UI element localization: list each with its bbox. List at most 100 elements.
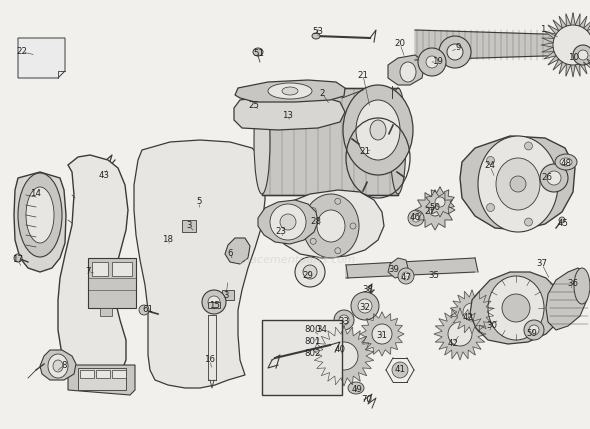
Ellipse shape: [310, 238, 316, 244]
Text: 21: 21: [358, 70, 369, 79]
Ellipse shape: [574, 268, 590, 304]
Ellipse shape: [53, 360, 63, 372]
Text: 8: 8: [61, 360, 67, 369]
Text: 18: 18: [162, 236, 173, 245]
Text: 22: 22: [17, 48, 28, 57]
Polygon shape: [18, 38, 65, 78]
Text: 43: 43: [99, 170, 110, 179]
Polygon shape: [346, 258, 478, 278]
Bar: [222, 290, 234, 300]
Polygon shape: [388, 258, 408, 278]
Ellipse shape: [400, 62, 416, 82]
Ellipse shape: [398, 268, 414, 284]
Text: 802: 802: [305, 348, 321, 357]
Polygon shape: [450, 290, 494, 334]
Ellipse shape: [18, 173, 62, 257]
Polygon shape: [68, 365, 135, 395]
Bar: [112, 262, 132, 276]
Ellipse shape: [303, 265, 317, 279]
Ellipse shape: [426, 56, 438, 68]
Text: 801: 801: [305, 338, 321, 347]
Text: 41: 41: [395, 366, 405, 375]
Ellipse shape: [408, 210, 424, 226]
Ellipse shape: [390, 88, 406, 194]
Ellipse shape: [392, 362, 408, 378]
Ellipse shape: [317, 210, 345, 242]
Polygon shape: [134, 140, 265, 388]
Bar: [182, 220, 196, 232]
Ellipse shape: [447, 44, 463, 60]
Ellipse shape: [435, 197, 445, 207]
Text: 35: 35: [428, 271, 440, 280]
Ellipse shape: [478, 136, 558, 232]
Polygon shape: [415, 190, 455, 230]
Bar: [92, 262, 108, 276]
Text: 15: 15: [209, 300, 221, 309]
Text: 37: 37: [536, 260, 548, 269]
Ellipse shape: [253, 48, 263, 56]
Polygon shape: [225, 238, 250, 264]
Ellipse shape: [548, 180, 556, 188]
Ellipse shape: [335, 248, 341, 254]
Ellipse shape: [463, 303, 481, 321]
Text: 36: 36: [568, 280, 579, 288]
Polygon shape: [470, 272, 562, 344]
Text: 3: 3: [223, 291, 229, 300]
Ellipse shape: [448, 322, 472, 346]
Text: 47: 47: [401, 272, 411, 281]
Ellipse shape: [553, 25, 590, 65]
Text: 5: 5: [196, 197, 202, 206]
Text: 42: 42: [463, 312, 474, 321]
Bar: [112, 370, 126, 378]
Text: 48: 48: [560, 158, 572, 167]
Text: 46: 46: [409, 214, 421, 223]
Ellipse shape: [496, 158, 540, 210]
Ellipse shape: [524, 320, 544, 340]
Text: 14: 14: [31, 188, 41, 197]
Bar: [262, 320, 342, 395]
Ellipse shape: [208, 296, 220, 308]
Ellipse shape: [529, 325, 539, 335]
Bar: [208, 302, 220, 308]
Ellipse shape: [312, 33, 320, 39]
Ellipse shape: [488, 276, 544, 340]
Ellipse shape: [429, 204, 441, 216]
Ellipse shape: [356, 100, 400, 160]
Polygon shape: [546, 268, 588, 330]
Ellipse shape: [282, 87, 298, 95]
Polygon shape: [460, 136, 575, 230]
Polygon shape: [314, 326, 373, 386]
Text: 50: 50: [430, 203, 441, 212]
Ellipse shape: [280, 214, 296, 230]
Text: 33: 33: [339, 317, 349, 326]
Text: 17: 17: [12, 256, 24, 265]
Ellipse shape: [335, 198, 341, 204]
Polygon shape: [235, 80, 345, 102]
Ellipse shape: [540, 164, 568, 192]
Text: 40: 40: [335, 345, 346, 354]
Text: 23: 23: [276, 227, 287, 236]
Text: 70: 70: [362, 396, 372, 405]
Ellipse shape: [412, 214, 420, 222]
Text: 1: 1: [540, 25, 546, 34]
Polygon shape: [210, 380, 214, 388]
Ellipse shape: [559, 217, 565, 223]
Text: 21: 21: [359, 148, 371, 157]
Bar: [78, 368, 126, 390]
Polygon shape: [434, 308, 486, 360]
Text: 10: 10: [569, 54, 579, 63]
Ellipse shape: [334, 310, 354, 330]
Polygon shape: [360, 312, 404, 356]
Text: 49: 49: [352, 386, 362, 395]
Ellipse shape: [26, 187, 54, 243]
Bar: [195, 208, 205, 216]
Text: 24: 24: [484, 161, 496, 170]
Ellipse shape: [339, 315, 349, 325]
Text: 27: 27: [424, 208, 435, 217]
Polygon shape: [208, 315, 216, 380]
Ellipse shape: [402, 272, 410, 280]
Bar: [262, 88, 398, 195]
Text: 29: 29: [303, 271, 313, 280]
Polygon shape: [415, 30, 575, 60]
Ellipse shape: [560, 158, 572, 166]
